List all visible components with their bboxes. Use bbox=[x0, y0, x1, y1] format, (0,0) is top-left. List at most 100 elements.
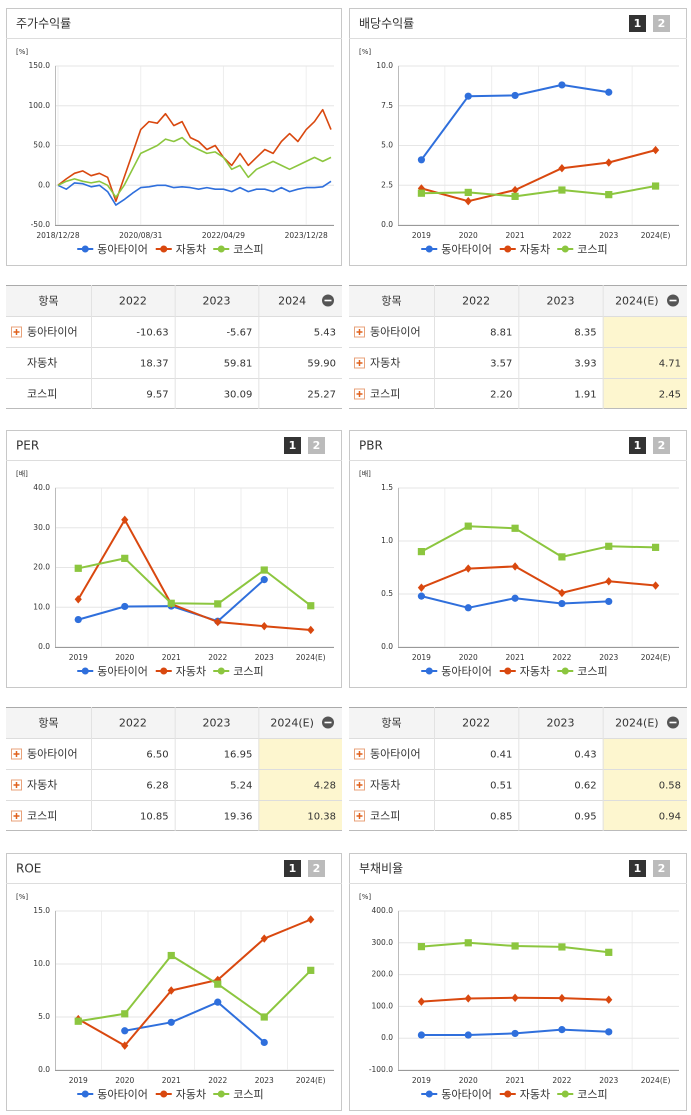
marker bbox=[464, 1031, 472, 1039]
marker bbox=[605, 1028, 613, 1036]
expand-icon-plus bbox=[356, 329, 363, 335]
x-tick-label: 2023 bbox=[599, 653, 618, 662]
marker bbox=[464, 939, 472, 947]
marker bbox=[417, 548, 426, 556]
x-tick-label: 2021 bbox=[506, 653, 525, 662]
cell-value: 0.85 bbox=[490, 812, 512, 823]
legend-label: 자동차 bbox=[520, 1088, 550, 1101]
tab-button[interactable] bbox=[653, 437, 670, 454]
column-header: 항목 bbox=[38, 717, 58, 730]
legend-dot bbox=[425, 1090, 433, 1098]
tab-button[interactable] bbox=[653, 15, 670, 32]
marker bbox=[121, 1041, 129, 1050]
marker bbox=[511, 192, 519, 200]
x-tick-label: 2019 bbox=[69, 653, 88, 662]
series-line bbox=[124, 1001, 265, 1044]
cell-value: 16.95 bbox=[224, 750, 253, 761]
cell-value: 8.81 bbox=[490, 328, 512, 339]
marker bbox=[121, 515, 129, 524]
legend-label: 동아타이어 bbox=[97, 1088, 148, 1101]
marker bbox=[417, 1031, 426, 1039]
tab-button[interactable] bbox=[308, 437, 325, 454]
cell-value: 5.24 bbox=[230, 781, 252, 792]
cell-value: 4.28 bbox=[314, 781, 336, 792]
cell-value: 0.95 bbox=[574, 812, 596, 823]
marker bbox=[605, 995, 613, 1004]
legend-dot bbox=[561, 667, 569, 675]
tab-button-label: 2 bbox=[658, 17, 666, 30]
tab-button[interactable] bbox=[284, 437, 301, 454]
marker bbox=[307, 602, 315, 610]
x-tick-label: 2024(E) bbox=[296, 1076, 326, 1085]
marker bbox=[214, 998, 222, 1006]
cell-value: 30.09 bbox=[224, 390, 253, 401]
cell-value: 0.51 bbox=[490, 781, 512, 792]
cell-value: 10.85 bbox=[140, 812, 169, 823]
x-tick-label: 2020 bbox=[459, 231, 478, 240]
y-unit: [%] bbox=[16, 893, 28, 901]
tab-button[interactable] bbox=[629, 15, 646, 32]
marker bbox=[511, 993, 519, 1003]
marker bbox=[605, 597, 613, 606]
cell-value: 0.41 bbox=[490, 750, 512, 761]
y-tick-label: 0.0 bbox=[38, 180, 50, 189]
cell-value: 25.27 bbox=[307, 390, 336, 401]
legend-label: 코스피 bbox=[233, 1088, 263, 1101]
legend-label: 코스피 bbox=[233, 665, 263, 678]
x-tick-label: 2020 bbox=[459, 653, 478, 662]
x-tick-label: 2020 bbox=[459, 1076, 478, 1085]
y-tick-label: 200.0 bbox=[372, 970, 394, 979]
expand-icon-plus bbox=[13, 329, 20, 335]
cell-value: 1.91 bbox=[574, 390, 596, 401]
panel bbox=[6, 853, 342, 1111]
panel bbox=[6, 430, 342, 688]
y-tick-label: 0.0 bbox=[38, 642, 50, 651]
tab-button[interactable] bbox=[653, 860, 670, 877]
expand-icon-plus bbox=[13, 813, 20, 819]
marker bbox=[558, 1026, 566, 1034]
y-tick-label: 30.0 bbox=[33, 523, 50, 532]
y-tick-label: 400.0 bbox=[372, 906, 394, 915]
marker bbox=[214, 980, 222, 988]
y-tick-label: 150.0 bbox=[29, 61, 51, 70]
legend-label: 자동차 bbox=[520, 665, 550, 678]
cell-value: 19.36 bbox=[224, 812, 253, 823]
legend-dot bbox=[81, 1090, 89, 1098]
legend-dot bbox=[504, 667, 512, 675]
marker bbox=[214, 617, 222, 627]
marker bbox=[417, 592, 426, 600]
marker bbox=[464, 188, 472, 197]
legend-dot bbox=[217, 245, 225, 253]
x-tick-label: 2021 bbox=[162, 653, 181, 662]
marker bbox=[511, 1029, 519, 1038]
marker bbox=[167, 986, 175, 995]
x-tick-label: 2023 bbox=[599, 1076, 618, 1085]
chart-title: PBR bbox=[359, 439, 383, 453]
marker bbox=[605, 542, 613, 550]
x-tick-label: 2019 bbox=[412, 653, 431, 662]
column-header: 항목 bbox=[38, 295, 58, 308]
x-tick-label: 2023/12/28 bbox=[285, 231, 328, 240]
legend-dot bbox=[504, 1090, 512, 1098]
cell-value: 2.45 bbox=[659, 390, 681, 401]
x-tick-label: 2022 bbox=[552, 1076, 571, 1085]
marker bbox=[558, 553, 566, 561]
tab-button[interactable] bbox=[284, 860, 301, 877]
marker bbox=[260, 1038, 268, 1047]
highlight-column bbox=[602, 738, 687, 831]
marker bbox=[605, 948, 613, 956]
cell-value: 0.94 bbox=[659, 812, 681, 823]
tab-button[interactable] bbox=[629, 860, 646, 877]
marker bbox=[558, 81, 566, 89]
x-tick-label: 2019 bbox=[412, 1076, 431, 1085]
tab-button-label: 1 bbox=[634, 17, 642, 30]
x-tick-label: 2022 bbox=[552, 231, 571, 240]
cell-value: 5.43 bbox=[314, 328, 336, 339]
tab-button[interactable] bbox=[308, 860, 325, 877]
cell-value: -10.63 bbox=[136, 328, 168, 339]
y-tick-label: 7.5 bbox=[381, 101, 393, 110]
y-tick-label: 0.0 bbox=[381, 642, 393, 651]
tab-button[interactable] bbox=[629, 437, 646, 454]
marker bbox=[74, 1017, 82, 1025]
column-header: 2024(E) bbox=[615, 717, 659, 730]
